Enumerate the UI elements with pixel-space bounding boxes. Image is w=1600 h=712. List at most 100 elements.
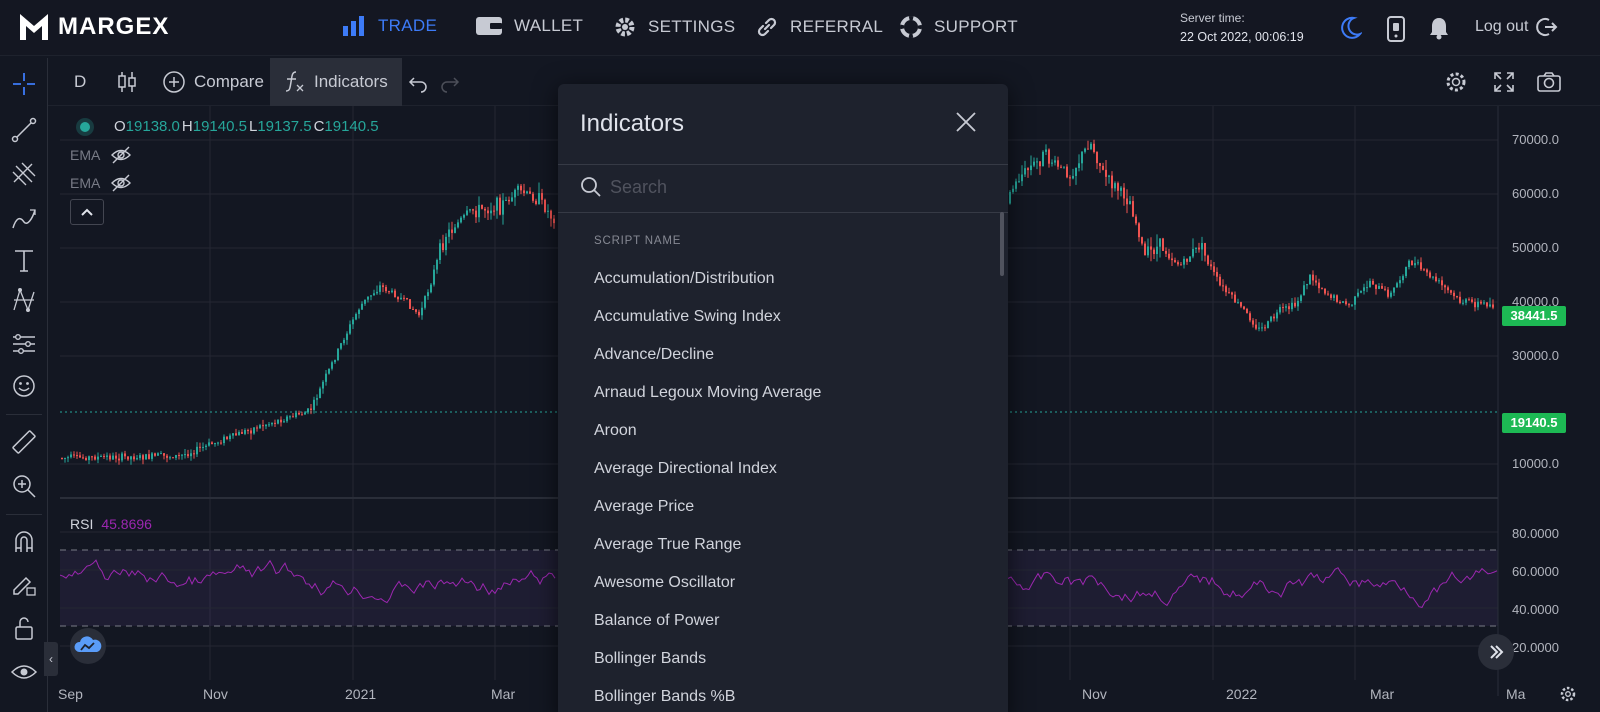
rsi-value: 45.8696 xyxy=(101,516,152,532)
rsi-axis-tick: 40.0000 xyxy=(1512,602,1559,617)
fullscreen-icon[interactable] xyxy=(1492,70,1516,94)
scroll-to-realtime-button[interactable] xyxy=(1478,634,1514,670)
brand-logo[interactable]: MARGEX xyxy=(18,12,169,42)
mobile-icon[interactable] xyxy=(1386,16,1406,42)
ema-legend-2[interactable]: EMA xyxy=(70,174,132,192)
close-icon[interactable] xyxy=(954,110,978,134)
indicator-item[interactable]: Average Price xyxy=(594,498,695,515)
gear-icon[interactable] xyxy=(1444,70,1468,94)
toolbar-divider xyxy=(6,514,42,515)
nav-wallet[interactable]: WALLET xyxy=(476,16,583,36)
indicator-item[interactable]: Accumulation/Distribution xyxy=(594,270,775,287)
eye-icon[interactable] xyxy=(10,658,38,686)
open-label: O xyxy=(114,118,126,135)
time-axis-tick: Mar xyxy=(1370,686,1395,702)
interval-label: D xyxy=(74,72,87,91)
bell-icon[interactable] xyxy=(1428,16,1450,40)
rsi-axis-tick: 20.0000 xyxy=(1512,640,1559,655)
indicator-item[interactable]: Arnaud Legoux Moving Average xyxy=(594,384,822,401)
ema-legend-1[interactable]: EMA xyxy=(70,146,132,164)
high-value: 19140.5 xyxy=(192,118,247,135)
indicator-list: Accumulation/Distribution Accumulative S… xyxy=(558,260,1008,712)
indicator-item[interactable]: Bollinger Bands %B xyxy=(594,688,736,705)
indicator-item[interactable]: Awesome Oscillator xyxy=(594,574,736,591)
camera-icon[interactable] xyxy=(1536,70,1562,94)
eye-hidden-icon[interactable] xyxy=(110,146,132,164)
dialog-divider xyxy=(558,212,1008,213)
ruler-icon[interactable] xyxy=(10,428,38,456)
margex-logo-icon xyxy=(20,14,48,40)
collapse-toolbar-tab[interactable]: ‹ xyxy=(44,642,58,676)
indicator-item[interactable]: Accumulative Swing Index xyxy=(594,308,781,325)
close-value: 19140.5 xyxy=(324,118,379,135)
logout-button[interactable]: Log out xyxy=(1475,16,1558,38)
compare-label: Compare xyxy=(194,72,264,91)
gear-icon xyxy=(615,17,635,37)
moon-icon[interactable] xyxy=(1340,16,1362,40)
emoji-icon[interactable] xyxy=(10,372,38,400)
price-axis-tick: 50000.0 xyxy=(1512,240,1559,255)
indicator-item[interactable]: Aroon xyxy=(594,422,637,439)
add-circle-icon xyxy=(163,71,185,93)
price-axis-tick: 70000.0 xyxy=(1512,132,1559,147)
chart-type-button[interactable] xyxy=(116,58,138,106)
list-scrollbar[interactable] xyxy=(1000,212,1004,276)
price-axis-tick: 40000.0 xyxy=(1512,294,1559,309)
lifebuoy-icon xyxy=(900,16,922,38)
section-header: SCRIPT NAME xyxy=(594,235,682,247)
redo-icon[interactable] xyxy=(440,70,460,94)
nav-trade[interactable]: TRADE xyxy=(342,16,437,36)
unlock-icon[interactable] xyxy=(10,614,38,642)
search-input[interactable] xyxy=(610,172,980,202)
indicator-item[interactable]: Average Directional Index xyxy=(594,460,777,477)
collapse-legend-button[interactable] xyxy=(70,199,104,225)
crosshair-icon[interactable] xyxy=(10,70,38,98)
time-axis-tick: Nov xyxy=(1082,686,1107,702)
prediction-icon[interactable] xyxy=(10,330,38,358)
nav-support[interactable]: SUPPORT xyxy=(900,16,1018,38)
price-axis-tick: 30000.0 xyxy=(1512,348,1559,363)
dialog-divider xyxy=(558,164,1008,165)
drawing-toolbar: ‹ xyxy=(0,58,58,712)
compare-button[interactable]: Compare xyxy=(162,58,264,106)
lock-drawing-icon[interactable] xyxy=(10,570,38,598)
server-time-value: 22 Oct 2022, 00:06:19 xyxy=(1180,30,1304,44)
cloud-logo-button[interactable] xyxy=(70,628,106,664)
low-label: L xyxy=(248,118,258,135)
indicator-item[interactable]: Bollinger Bands xyxy=(594,650,707,667)
trend-line-icon[interactable] xyxy=(10,116,38,144)
indicator-item[interactable]: Average True Range xyxy=(594,536,742,553)
time-axis-tick: Nov xyxy=(203,686,228,702)
indicator-item[interactable]: Advance/Decline xyxy=(594,346,715,363)
magnet-icon[interactable] xyxy=(10,528,38,556)
nav-wallet-label: WALLET xyxy=(514,16,584,35)
brush-icon[interactable] xyxy=(10,204,38,232)
zoom-in-icon[interactable] xyxy=(10,472,38,500)
logout-icon xyxy=(1536,18,1558,36)
nav-settings[interactable]: SETTINGS xyxy=(614,16,735,38)
pattern-icon[interactable] xyxy=(10,286,38,314)
time-axis-tick: 2021 xyxy=(345,686,377,702)
indicators-dialog: Indicators SCRIPT NAME Accumulation/Dist… xyxy=(558,84,1008,712)
text-tool-icon[interactable] xyxy=(10,246,38,274)
link-icon xyxy=(757,17,777,37)
open-value: 19138.0 xyxy=(125,118,180,135)
time-axis-settings-icon[interactable] xyxy=(1558,684,1578,704)
interval-button[interactable]: D xyxy=(74,58,86,106)
chevron-up-icon xyxy=(81,208,93,216)
time-axis-tick: 2022 xyxy=(1226,686,1258,702)
server-time-label: Server time: xyxy=(1180,11,1245,25)
undo-icon[interactable] xyxy=(408,70,428,94)
symbol-status-dot xyxy=(80,121,90,132)
rsi-axis-tick: 60.0000 xyxy=(1512,564,1559,579)
eye-hidden-icon[interactable] xyxy=(110,174,132,192)
candles-icon xyxy=(118,72,136,92)
indicator-item[interactable]: Balance of Power xyxy=(594,612,720,629)
nav-referral[interactable]: REFERRAL xyxy=(756,16,883,38)
bar-chart-icon xyxy=(343,16,364,36)
rsi-legend: RSI 45.8696 xyxy=(70,516,152,532)
time-axis-tick: Mar xyxy=(491,686,516,702)
current-price-tag: 19140.5 xyxy=(1502,413,1566,433)
fib-tools-icon[interactable] xyxy=(10,160,38,188)
indicators-button[interactable]: Indicators xyxy=(270,58,402,106)
